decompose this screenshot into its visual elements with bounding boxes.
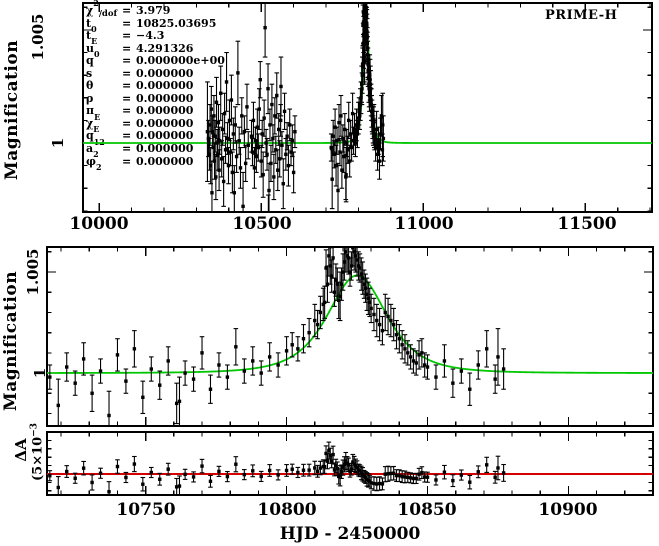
top-xtick-label: 10000: [69, 214, 129, 234]
middle-data-points: [47, 247, 506, 426]
fit-parameter-row: a2 = 0.000000: [86, 142, 225, 158]
middle-model-curve: [47, 274, 653, 374]
bottom-panel-frame: [46, 431, 654, 496]
residual-scale-exponent: −3: [29, 423, 40, 437]
parameter-value: 0.000000: [136, 79, 194, 93]
top-y-axis-label: Magnification: [2, 39, 22, 181]
parameter-value: 0.000000e+00: [136, 54, 225, 68]
fit-parameter-row: φ2 = 0.000000: [86, 154, 225, 172]
middle-ytick-label-1005: 1.005: [24, 248, 42, 296]
parameter-equals: =: [122, 79, 132, 93]
parameter-value: 3.979: [136, 4, 171, 17]
top-ytick-label-1: 1: [49, 137, 67, 149]
parameter-equals: =: [122, 54, 132, 68]
x-axis-label: HJD - 2450000: [279, 524, 421, 544]
parameter-equals: =: [122, 154, 132, 168]
middle-panel-ticks: [47, 247, 654, 426]
fit-parameter-row: χ2/dof = 3.979: [86, 0, 225, 19]
parameter-value: −4.3: [136, 29, 165, 43]
bottom-data-points: [47, 441, 506, 495]
parameter-symbol: q: [86, 54, 94, 68]
fit-parameter-row: θ = 0.000000: [86, 80, 225, 93]
bottom-xtick-label: 10900: [538, 500, 598, 520]
fit-parameter-row: tE = −4.3: [86, 29, 225, 46]
parameter-value: 0.000000: [136, 154, 194, 168]
parameter-symbol: θ: [86, 79, 94, 93]
bottom-xtick-label: 10750: [116, 500, 176, 520]
middle-panel-frame: [46, 246, 654, 427]
bottom-panel: [46, 431, 654, 496]
residual-scale-base: (5×10: [30, 436, 46, 481]
parameter-equals: =: [122, 4, 132, 17]
parameter-symbol: χ2/dof: [86, 0, 118, 19]
bottom-panel-ticks: [47, 431, 654, 495]
middle-panel: [46, 246, 654, 427]
parameter-symbol: φ2: [86, 154, 102, 172]
top-ytick-label-1005: 1.005: [29, 13, 47, 61]
top-data-points: [205, 3, 386, 212]
fit-parameters: χ2/dof = 3.979 t0 = 10825.03695 tE = −4.3 u0 = 4.29…: [86, 0, 225, 172]
residual-scale-label: (5×10−3: [29, 423, 46, 481]
parameter-equals: =: [122, 142, 132, 156]
middle-ytick-label-1: 1: [31, 367, 49, 379]
top-xtick-label: 10500: [232, 214, 292, 234]
bottom-xtick-label: 10850: [397, 500, 457, 520]
top-xtick-label: 11500: [557, 214, 617, 234]
parameter-value: 0.000000: [136, 142, 194, 156]
parameter-equals: =: [122, 29, 132, 43]
dataset-label: PRIME-H: [545, 8, 618, 23]
fit-parameter-row: q = 0.000000e+00: [86, 55, 225, 68]
middle-y-axis-label: Magnification: [1, 270, 21, 412]
residual-y-axis-label: ΔA: [12, 438, 30, 462]
bottom-xtick-label: 10800: [257, 500, 317, 520]
parameter-symbol: t0: [86, 16, 97, 34]
top-xtick-label: 11000: [394, 214, 454, 234]
